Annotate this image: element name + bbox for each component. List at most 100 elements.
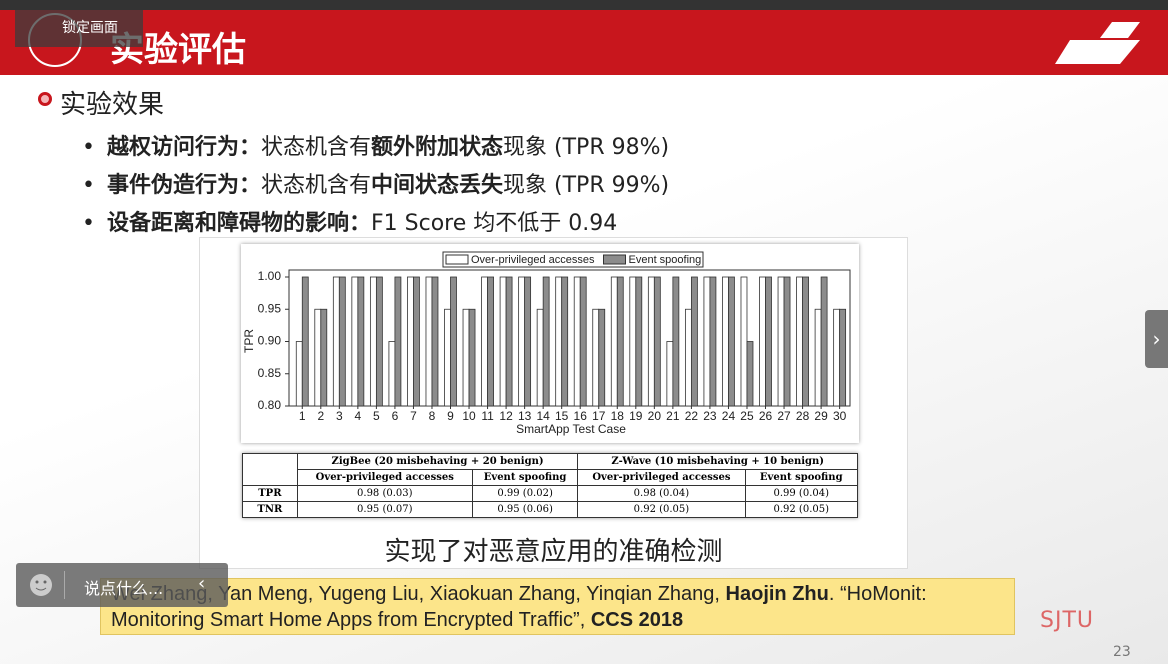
bar [444,308,451,407]
x-tick-label: 7 [410,409,417,423]
bar [579,276,587,407]
bar [690,276,698,407]
bar [301,276,309,407]
table-row: TPR 0.98 (0.03) 0.99 (0.02) 0.98 (0.04) 0.99… [242,485,858,502]
bar [407,276,414,407]
table-cell [242,453,298,486]
bar [375,276,383,407]
bar [629,276,637,407]
x-tick-label: 2 [317,409,324,423]
legend-label: Over-privileged accesses [471,254,595,266]
comment-placeholder[interactable]: 说点什么... [84,579,164,598]
bullet-text: 额外附加状态 [371,135,504,160]
figure-caption: 实现了对恶意应用的准确检测 [384,537,723,567]
y-tick-label: 0.85 [258,366,282,380]
x-tick-label: 9 [447,409,454,423]
table-row: TNR 0.95 (0.07) 0.95 (0.06) 0.92 (0.05) 0.92… [242,501,858,518]
bar [295,341,303,407]
results-table: ZigBee (20 misbehaving + 20 benign) Z-Wav… [242,453,858,518]
bar [610,276,618,407]
bar [536,308,544,407]
x-tick-label: 18 [611,409,625,423]
bar [592,308,600,407]
bullet-text: 状态机含有 [261,135,372,160]
x-tick-label: 29 [814,409,828,423]
x-tick-label: 3 [336,409,343,423]
bar [431,276,439,407]
bar [425,276,433,407]
x-tick-label: 12 [499,409,513,423]
bar [796,276,803,407]
table-cell: 0.95 (0.07) [296,501,473,518]
bar [802,276,809,407]
x-tick-label: 27 [777,409,791,423]
bar [740,276,748,407]
y-tick-label: 0.80 [258,398,282,412]
section-heading: 实验效果 [60,90,165,120]
next-page-button[interactable]: › [1145,310,1168,368]
y-tick-label: 1.00 [258,269,282,283]
legend-swatch [445,254,469,265]
x-tick-label: 1 [299,409,306,423]
section-icon [38,92,52,106]
bar [820,276,828,407]
bar [666,341,674,407]
bar [314,308,322,407]
table-row: ZigBee (20 misbehaving + 20 benign) Z-Wav… [242,453,858,486]
citation-text: . “HoMonit: Monitoring Smart Home Apps f… [111,583,927,631]
bar [728,276,735,407]
comment-box[interactable]: 说点什么... ‹ [16,563,228,607]
bar [332,276,340,407]
decor-shape [1100,22,1140,38]
bullet: 事件伪造行为：状态机含有中间状态丢失现象 (TPR 99%) [82,167,669,199]
x-tick-label: 5 [373,409,380,423]
bullet-text: 现象 (TPR 98%) [503,135,670,160]
plot-frame [288,269,851,407]
bar [505,276,513,407]
bar [481,276,488,407]
bar [450,276,457,407]
legend-label: Event spoofing [629,254,702,266]
bar [487,276,494,407]
bar [357,276,365,407]
bar [814,308,822,407]
table-cell: 0.92 (0.05) [744,501,858,518]
table-cell: 0.92 (0.05) [577,501,746,518]
x-tick-label: 26 [759,409,773,423]
y-tick-label: 0.90 [258,334,282,348]
bar [783,276,791,407]
lock-screen-button[interactable]: 锁定画面 [15,10,143,47]
bullet-text: 事件伪造行为： [106,173,261,198]
bar [598,308,606,407]
bullet-text: 越权访问行为： [106,135,261,160]
title-band [0,10,1168,75]
legend-box [442,251,704,268]
y-tick-label: 0.95 [258,301,282,315]
x-tick-label: 20 [648,409,662,423]
legend-swatch [603,254,626,265]
bar [561,276,569,407]
x-tick-label: 13 [518,409,532,423]
bar [616,276,624,407]
table-cell: 0.95 (0.06) [471,501,579,518]
bar [320,308,328,407]
x-tick-label: 16 [574,409,588,423]
bullet: 设备距离和障碍物的影响：F1 Score 均不低于 0.94 [82,205,617,237]
collapse-arrow[interactable]: ‹ [198,573,206,594]
citation-text: Haojin Zhu [725,583,829,605]
bullet-text: 现象 (TPR 99%) [503,173,670,198]
emoji-icon[interactable] [26,563,66,607]
x-tick-label: 14 [536,409,550,423]
bar [499,276,507,407]
bullet-text: F1 Score 均不低于 0.94 [371,211,618,236]
x-tick-label: 23 [703,409,717,423]
bar [573,276,581,407]
top-bar [0,0,1168,10]
table-row: Over-privileged accesses Event spoofing Ov… [243,469,858,486]
logo-text: SJTU [1040,608,1094,633]
bar [765,276,772,407]
page-number: 23 [1113,644,1131,660]
bullet-text: 状态机含有 [261,173,372,198]
x-tick-label: 17 [592,409,606,423]
